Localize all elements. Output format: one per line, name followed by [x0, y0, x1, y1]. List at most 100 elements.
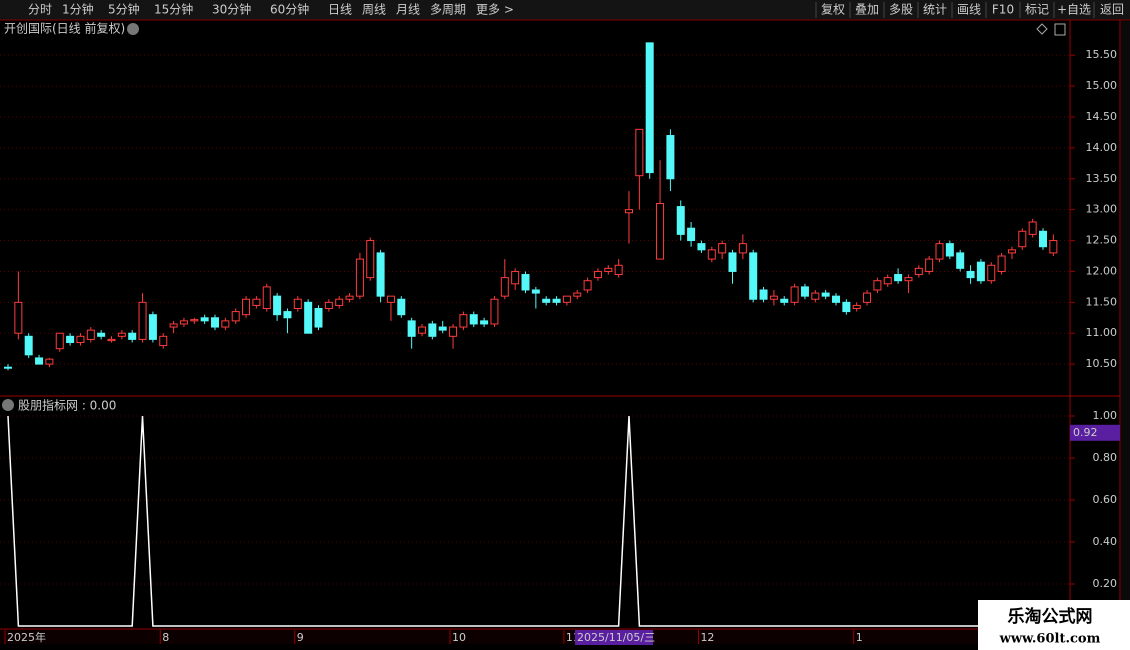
candle-body [821, 292, 830, 297]
candle-body [656, 202, 665, 260]
toolbar-button[interactable]: 叠加 [855, 3, 879, 17]
candle-body [252, 298, 261, 306]
value-marker-bg [1070, 424, 1120, 441]
candle-body [863, 292, 872, 303]
candle-body [718, 243, 727, 254]
toolbar-tab[interactable]: 周线 [362, 3, 386, 17]
candle-body [769, 295, 778, 300]
menu-icon[interactable] [2, 399, 14, 411]
candle-body [169, 323, 178, 328]
toolbar-button[interactable]: 标记 [1025, 3, 1049, 17]
candle-body [635, 128, 644, 177]
value-marker: 0.92 [1073, 426, 1098, 439]
toolbar-tab[interactable]: 30分钟 [212, 2, 251, 17]
toolbar-tab[interactable]: 多周期 [430, 3, 466, 17]
toolbar-button[interactable]: 复权 [821, 3, 845, 17]
y-tick-label: 14.50 [1086, 110, 1118, 123]
toolbar-tab[interactable]: 更多 > [476, 3, 514, 17]
toolbar-button[interactable]: 返回 [1100, 3, 1124, 17]
watermark-name: 乐淘公式网 [1008, 606, 1093, 627]
candle-body [852, 304, 861, 310]
candle-body [542, 298, 551, 303]
candle-body [1028, 221, 1037, 235]
menu-icon[interactable] [127, 23, 139, 35]
candle-body [66, 335, 75, 343]
x-tick-label: 1 [856, 631, 863, 644]
toolbar-button[interactable]: 多股 [889, 3, 913, 17]
candle-body [738, 243, 747, 254]
y-tick-label: 0.60 [1093, 493, 1118, 506]
candle-body [366, 240, 375, 279]
candle-body [883, 277, 892, 285]
diamond-icon[interactable] [1036, 23, 1048, 35]
candle-body [593, 270, 602, 279]
candle-body [428, 323, 437, 337]
candle-body [666, 135, 675, 180]
candle-body [449, 326, 458, 337]
candle-body [873, 280, 882, 291]
y-tick-label: 11.00 [1086, 326, 1118, 339]
candle-body [966, 270, 975, 279]
x-tick-label: 10 [452, 631, 466, 644]
toolbar-tab[interactable]: 1分钟 [62, 2, 94, 17]
toolbar-tab[interactable]: 分时 [28, 3, 52, 17]
candle-body [117, 332, 126, 337]
candle-body [314, 308, 323, 328]
candle-body [800, 286, 809, 297]
candle-body [231, 311, 240, 322]
candle-body [780, 298, 789, 303]
chart-title: 开创国际(日线 前复权) [4, 21, 125, 36]
watermark-bg [978, 600, 1130, 650]
date-axis-bg [0, 630, 1120, 644]
candle-body [480, 320, 489, 325]
candle-body [790, 286, 799, 303]
candle-body [148, 314, 157, 340]
candle-body [293, 298, 302, 310]
candle-body [749, 252, 758, 300]
watermark-url: www.60lt.com [999, 632, 1101, 647]
y-tick-label: 12.00 [1086, 264, 1118, 277]
candle-body [262, 286, 271, 310]
candle-body [811, 292, 820, 300]
toolbar-button[interactable]: 画线 [957, 3, 981, 17]
candle-body [728, 252, 737, 272]
toolbar-tab[interactable]: 60分钟 [270, 2, 309, 17]
candle-body [614, 264, 623, 276]
candle-body [179, 320, 188, 325]
candle-body [76, 335, 85, 343]
candle-body [1007, 249, 1016, 254]
toolbar-button[interactable]: +自选 [1057, 3, 1091, 17]
candle-body [511, 270, 520, 285]
toolbar-button[interactable]: F10 [992, 3, 1014, 17]
candle-body [1018, 230, 1027, 248]
candle-body [935, 243, 944, 260]
panel-icon[interactable] [1054, 23, 1066, 36]
candle-body [604, 267, 613, 272]
candle-body [35, 357, 44, 365]
candle-body [138, 301, 147, 340]
candle-body [687, 227, 696, 242]
candle-body [407, 320, 416, 337]
candle-body [976, 261, 985, 282]
candle-body [459, 314, 468, 328]
y-tick-label: 0.40 [1093, 535, 1118, 548]
candle-body [97, 332, 106, 337]
candle-body [573, 292, 582, 297]
candle-body [987, 264, 996, 282]
y-tick-label: 13.50 [1086, 172, 1118, 185]
candle-body [242, 298, 251, 316]
candle-body [14, 301, 23, 334]
candle-body [469, 314, 478, 325]
toolbar-tab[interactable]: 15分钟 [154, 2, 193, 17]
y-tick-label: 15.00 [1086, 79, 1118, 92]
y-tick-label: 13.00 [1086, 203, 1118, 216]
candle-body [842, 301, 851, 313]
toolbar-button[interactable]: 统计 [923, 3, 947, 17]
toolbar-bg [0, 0, 1130, 20]
toolbar-tab[interactable]: 5分钟 [108, 2, 140, 17]
toolbar-tab[interactable]: 月线 [396, 3, 420, 17]
toolbar-tab[interactable]: 日线 [328, 3, 352, 17]
candle-body [500, 277, 509, 297]
